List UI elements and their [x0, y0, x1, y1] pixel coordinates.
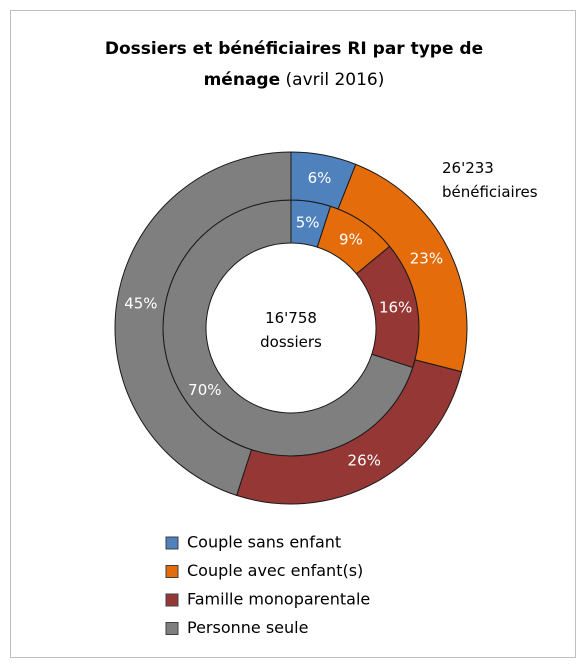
data-label: 5% — [296, 213, 320, 231]
chart-frame — [10, 10, 576, 658]
title-bold: Dossiers et bénéficiaires RI par type de… — [104, 39, 484, 90]
outer-ring-label: 26'233 bénéficiaires — [442, 159, 538, 201]
donut-segment — [114, 151, 292, 497]
data-label: 23% — [410, 249, 443, 267]
data-label: 6% — [308, 169, 332, 187]
legend-swatch — [165, 593, 179, 607]
legend-label: Couple avec enfant(s) — [187, 561, 363, 580]
data-label: 45% — [124, 295, 157, 313]
data-label: 16% — [379, 299, 412, 317]
data-label: 9% — [339, 230, 363, 248]
legend-label: Famille monoparentale — [187, 590, 370, 609]
legend-swatch — [165, 536, 179, 550]
inner-ring-label: 16'758 dossiers — [260, 309, 322, 351]
data-label: 26% — [348, 452, 381, 470]
chart-title: Dossiers et bénéficiaires RI par type de… — [74, 34, 514, 96]
legend-label: Personne seule — [187, 618, 308, 637]
subtitle: (avril 2016) — [285, 70, 385, 90]
legend-swatch — [165, 622, 179, 635]
legend-swatch — [165, 565, 179, 578]
legend-label: Couple sans enfant — [187, 533, 341, 552]
data-label: 70% — [188, 381, 221, 399]
